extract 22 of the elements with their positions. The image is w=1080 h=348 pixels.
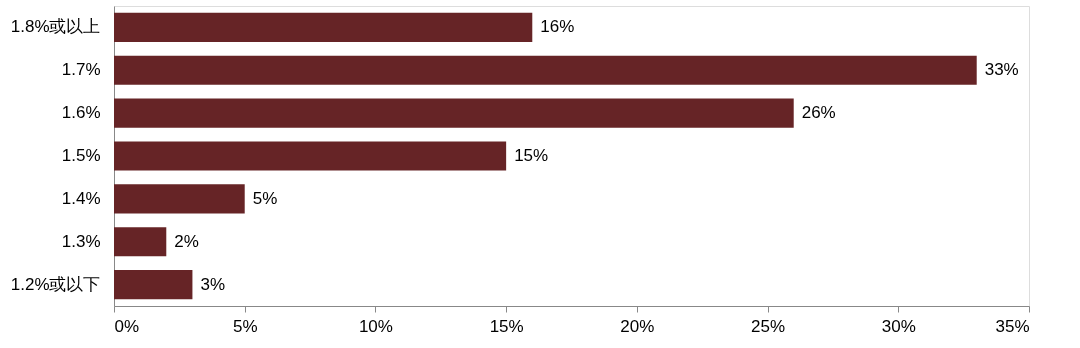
x-tick-label: 25% xyxy=(751,316,786,336)
x-tick-label: 30% xyxy=(881,316,916,336)
data-label: 15% xyxy=(514,146,549,165)
data-label: 16% xyxy=(540,17,575,37)
y-tick-label: 1.4% xyxy=(61,188,101,208)
y-tick-label: 1.5% xyxy=(61,146,101,165)
x-tick-label: 5% xyxy=(232,316,258,336)
x-tick-label: 0% xyxy=(114,316,140,336)
y-tick-label: 1.6% xyxy=(61,103,101,123)
y-tick-label: 1.3% xyxy=(61,231,101,251)
data-label: 3% xyxy=(200,274,226,294)
x-tick-label: 15% xyxy=(489,316,524,336)
data-label: 2% xyxy=(174,231,199,251)
x-tick-label: 20% xyxy=(620,316,655,336)
x-tick-label: 10% xyxy=(358,316,393,336)
y-tick-label: 1.7% xyxy=(61,60,101,80)
data-label: 26% xyxy=(801,103,836,123)
data-label: 33% xyxy=(984,60,1019,80)
data-label: 5% xyxy=(252,188,278,208)
y-tick-label: 1.2%或以下 xyxy=(10,274,101,294)
x-tick-label: 35% xyxy=(995,316,1030,336)
y-tick-label: 1.8%或以上 xyxy=(10,17,101,37)
